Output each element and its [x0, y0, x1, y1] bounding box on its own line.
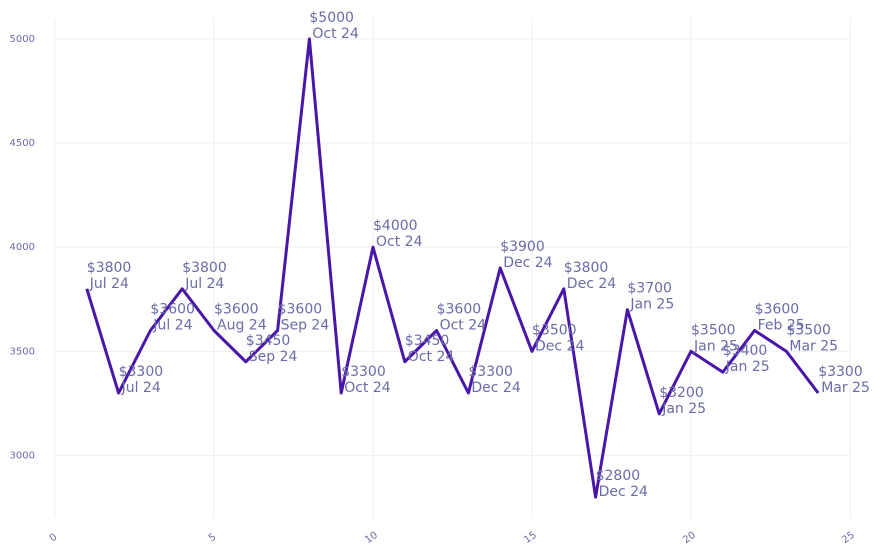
x-tick-label: 15: [522, 530, 539, 546]
y-tick-label: 4500: [10, 138, 35, 149]
y-tick-label: 5000: [10, 34, 35, 45]
data-label-date: Dec 24: [503, 255, 552, 271]
x-tick-label: 0: [48, 532, 60, 545]
data-label-price: $4000: [373, 218, 418, 234]
data-label-price: $5000: [309, 10, 354, 26]
data-label-price: $3600: [278, 302, 323, 318]
data-label-date: Jan 25: [725, 359, 770, 375]
data-label-price: $3200: [659, 385, 704, 401]
data-label-date: Dec 24: [471, 380, 520, 396]
data-label-price: $3450: [405, 333, 450, 349]
data-label-date: Mar 25: [789, 338, 838, 354]
data-label-price: $3600: [755, 302, 800, 318]
data-label-date: Dec 24: [535, 338, 584, 354]
data-label-date: Aug 24: [217, 318, 267, 334]
y-tick-label: 3500: [10, 346, 35, 357]
data-label-price: $3900: [500, 239, 545, 255]
data-label-date: Jan 25: [693, 338, 738, 354]
data-label-date: Sep 24: [249, 349, 298, 365]
data-label-date: Oct 24: [376, 234, 423, 250]
data-label-date: Oct 24: [440, 318, 487, 334]
data-label-date: Jul 24: [121, 380, 161, 396]
data-label-price: $3500: [532, 322, 577, 338]
data-label-date: Oct 24: [312, 26, 359, 42]
data-label-price: $3300: [119, 364, 164, 380]
data-label-date: Dec 24: [599, 484, 648, 500]
data-label-price: $3400: [723, 343, 768, 359]
data-label-price: $3700: [627, 281, 672, 297]
x-tick-label: 25: [840, 530, 857, 546]
data-label-price: $3500: [691, 322, 736, 338]
data-label-price: $3800: [182, 260, 227, 276]
data-label-date: Dec 24: [567, 276, 616, 292]
data-label-price: $3500: [786, 322, 831, 338]
x-tick-label: 10: [363, 530, 380, 546]
data-label-price: $3600: [437, 302, 482, 318]
data-label-date: Mar 25: [821, 380, 870, 396]
data-label-price: $3600: [150, 302, 195, 318]
data-label-date: Jul 24: [184, 276, 224, 292]
x-tick-label: 20: [681, 530, 698, 546]
data-label-price: $3800: [564, 260, 609, 276]
series-line: [85, 37, 820, 499]
data-label-date: Sep 24: [281, 318, 330, 334]
data-label-date: Jul 24: [152, 318, 192, 334]
x-tick-label: 5: [207, 532, 219, 545]
data-label-price: $3300: [818, 364, 863, 380]
data-label-price: $3600: [214, 302, 259, 318]
data-label-date: Oct 24: [344, 380, 391, 396]
data-label-date: Jan 25: [629, 297, 674, 313]
data-label-price: $2800: [596, 468, 641, 484]
data-label-date: Oct 24: [408, 349, 455, 365]
y-tick-label: 3000: [10, 451, 35, 462]
data-label-date: Jul 24: [89, 276, 129, 292]
data-label-date: Feb 25: [758, 318, 805, 334]
data-label-price: $3800: [87, 260, 132, 276]
data-label-price: $3300: [341, 364, 386, 380]
data-label-date: Jan 25: [661, 401, 706, 417]
y-tick-label: 4000: [10, 242, 35, 253]
data-label-price: $3450: [246, 333, 291, 349]
data-label-price: $3300: [468, 364, 513, 380]
